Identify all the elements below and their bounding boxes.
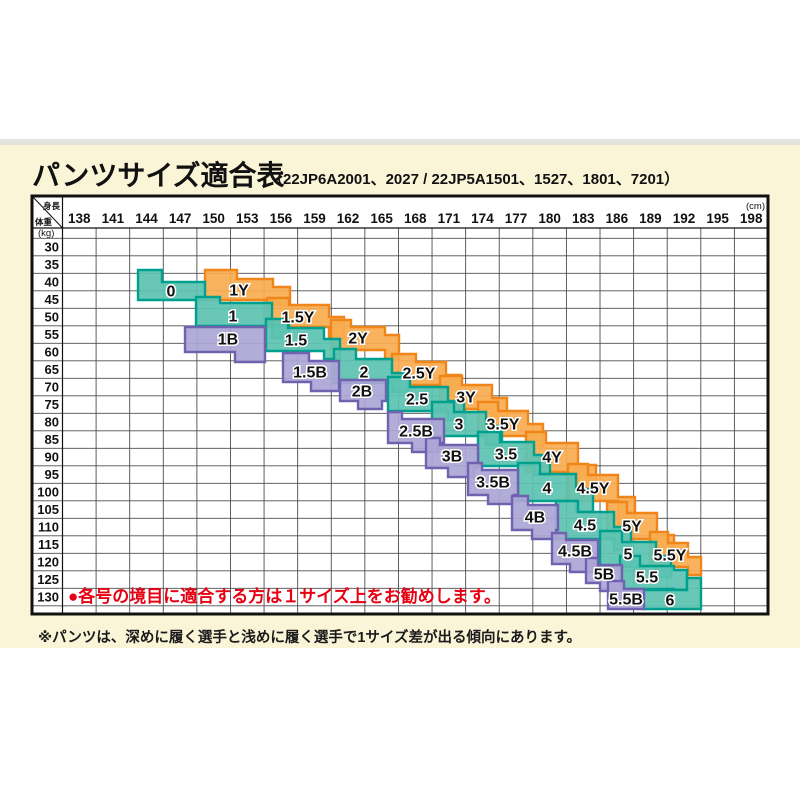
row-label-40: 40: [45, 275, 59, 290]
row-label-35: 35: [45, 257, 59, 272]
col-label-141: 141: [102, 211, 125, 226]
col-label-168: 168: [404, 211, 427, 226]
boundary-recommendation-note: ●各号の境目に適合する方は１サイズ上をお勧めします。: [68, 587, 502, 606]
size-label-3.5Y: 3.5Y: [487, 417, 520, 434]
row-label-85: 85: [45, 432, 59, 447]
table-border: [30, 194, 770, 616]
row-label-75: 75: [45, 397, 59, 412]
size-label-2.5B: 2.5B: [399, 424, 433, 441]
row-label-105: 105: [37, 502, 59, 517]
col-label-183: 183: [572, 211, 595, 226]
size-label-4B: 4B: [525, 510, 545, 527]
size-label-4Y: 4Y: [542, 450, 562, 467]
col-label-153: 153: [236, 211, 259, 226]
row-label-80: 80: [45, 415, 59, 430]
col-label-144: 144: [135, 211, 158, 226]
row-label-50: 50: [45, 310, 59, 325]
col-label-198: 198: [740, 211, 763, 226]
row-label-55: 55: [45, 327, 59, 342]
size-label-5: 5: [624, 547, 633, 564]
size-block-1.5: [264, 317, 342, 361]
photo-bottom-edge: [0, 139, 800, 145]
size-label-0: 0: [167, 284, 176, 301]
size-block-4B: [510, 494, 560, 541]
row-label-30: 30: [45, 240, 59, 255]
size-label-5Y: 5Y: [622, 519, 642, 536]
size-block-6: [641, 576, 703, 611]
size-label-4.5: 4.5: [574, 518, 596, 535]
size-label-4.5Y: 4.5Y: [577, 481, 610, 498]
size-label-2B: 2B: [352, 384, 372, 401]
row-label-120: 120: [37, 555, 59, 570]
row-label-125: 125: [37, 572, 59, 587]
col-label-174: 174: [471, 211, 494, 226]
row-label-110: 110: [38, 520, 59, 535]
diagonal-header-line: [31, 195, 63, 229]
col-label-138: 138: [68, 211, 91, 226]
size-label-3Y: 3Y: [456, 390, 476, 407]
size-label-3: 3: [455, 417, 464, 434]
row-label-70: 70: [45, 380, 59, 395]
size-block-1B: [183, 325, 267, 364]
unit-kg: (kg): [38, 228, 54, 239]
size-label-1B: 1B: [218, 332, 238, 349]
col-label-147: 147: [169, 211, 192, 226]
size-label-2.5Y: 2.5Y: [403, 366, 436, 383]
col-label-195: 195: [706, 211, 729, 226]
col-label-156: 156: [270, 211, 293, 226]
size-label-5.5: 5.5: [636, 570, 658, 587]
corner-label-weight: 体重: [35, 217, 53, 227]
size-label-2: 2: [360, 365, 369, 382]
row-label-60: 60: [45, 345, 59, 360]
size-label-3B: 3B: [442, 449, 462, 466]
size-label-4.5B: 4.5B: [558, 544, 592, 561]
size-label-1.5B: 1.5B: [293, 365, 327, 382]
size-label-4: 4: [543, 481, 552, 498]
size-block-5.5B: [606, 579, 646, 611]
row-label-45: 45: [45, 292, 59, 307]
size-label-1Y: 1Y: [229, 283, 249, 300]
row-label-90: 90: [45, 450, 59, 465]
row-label-100: 100: [37, 485, 59, 500]
size-label-1: 1: [229, 309, 238, 326]
col-label-162: 162: [337, 211, 360, 226]
col-label-177: 177: [505, 211, 528, 226]
col-label-192: 192: [673, 211, 696, 226]
size-block-1.5Y: [265, 296, 346, 341]
size-label-5B: 5B: [594, 567, 614, 584]
size-label-3.5B: 3.5B: [476, 475, 510, 492]
row-label-65: 65: [45, 362, 59, 377]
corner-label-height: 身長: [42, 201, 61, 211]
size-label-2Y: 2Y: [348, 331, 368, 348]
size-label-5.5Y: 5.5Y: [654, 548, 687, 565]
product-codes-subtitle: （22JP6A2001、2027 / 22JP5A1501、1527、1801、…: [268, 171, 680, 188]
row-label-115: 115: [38, 537, 59, 552]
col-label-171: 171: [438, 211, 461, 226]
fit-tendency-footnote: ※パンツは、深めに履く選手と浅めに履く選手で1サイズ差が出る傾向にあります。: [38, 630, 581, 646]
size-label-2.5: 2.5: [406, 392, 428, 409]
col-label-189: 189: [639, 211, 662, 226]
size-block-2B: [338, 378, 388, 411]
col-label-180: 180: [538, 211, 561, 226]
size-label-3.5: 3.5: [495, 447, 517, 464]
col-label-159: 159: [303, 211, 326, 226]
col-label-186: 186: [606, 211, 629, 226]
size-label-1.5Y: 1.5Y: [282, 310, 315, 327]
size-label-1.5: 1.5: [285, 333, 307, 350]
page-title: パンツサイズ適合表: [32, 160, 285, 191]
size-block-1.5B: [281, 351, 341, 393]
row-label-130: 130: [37, 590, 59, 605]
col-label-150: 150: [202, 211, 225, 226]
row-label-95: 95: [45, 467, 59, 482]
size-label-6: 6: [666, 593, 675, 610]
unit-cm: (cm): [746, 201, 765, 212]
size-label-5.5B: 5.5B: [609, 592, 643, 609]
col-label-165: 165: [370, 211, 393, 226]
